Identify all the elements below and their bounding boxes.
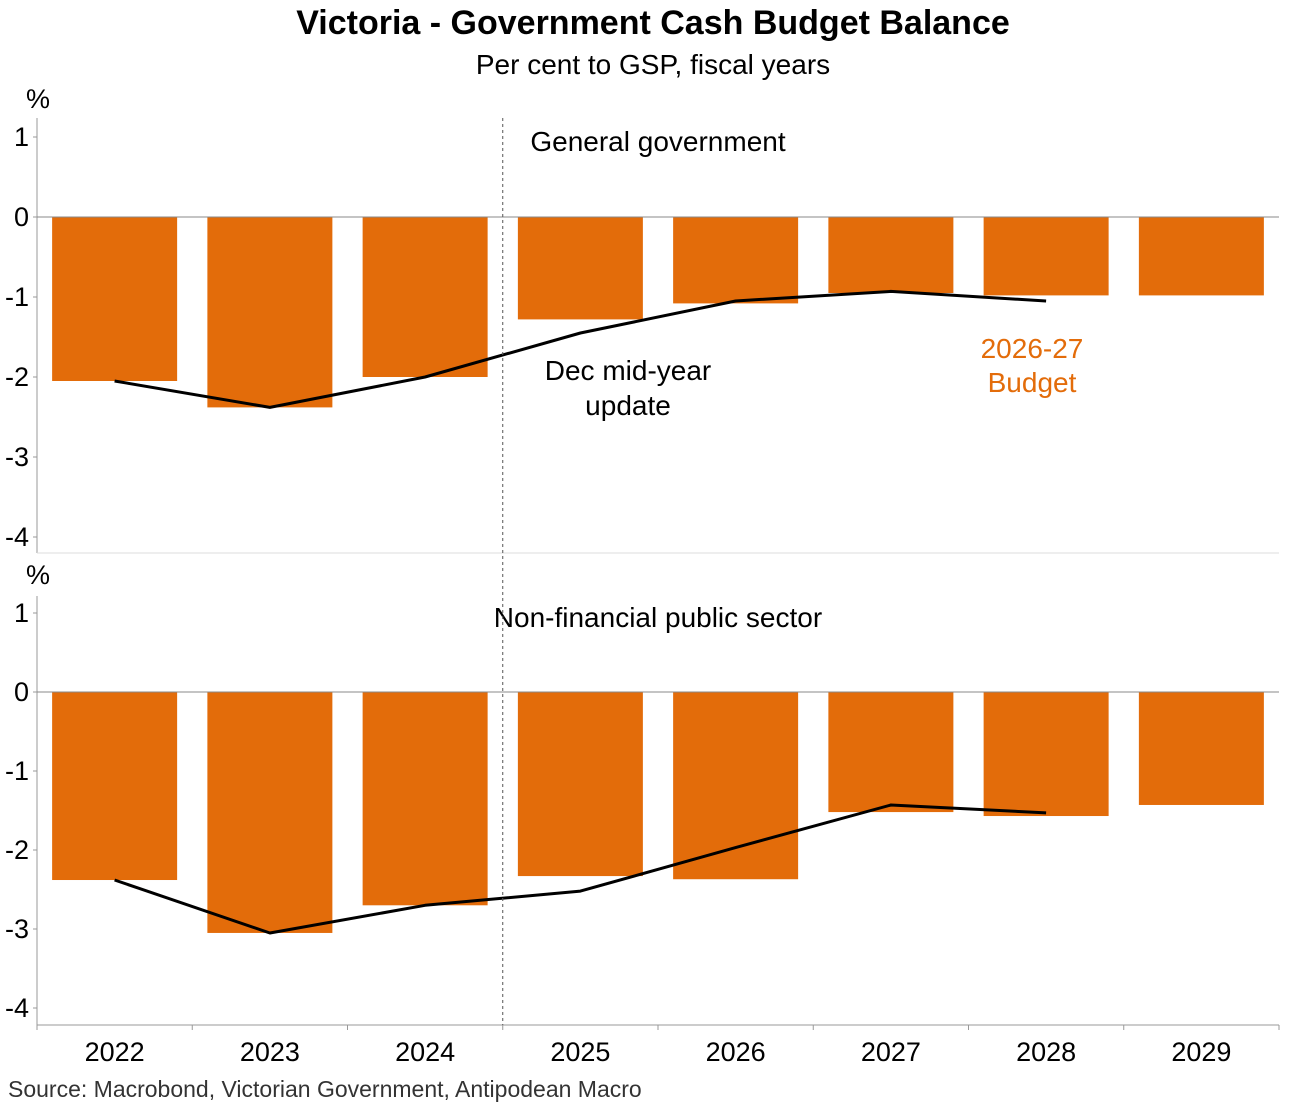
y-unit-label: %	[26, 84, 50, 114]
bar-2029	[1138, 217, 1264, 296]
y-tick-label: 1	[14, 598, 29, 628]
bar-2022	[52, 217, 178, 381]
y-tick-label: -1	[5, 282, 29, 312]
bar-2027	[828, 692, 954, 813]
y-tick-label: 1	[14, 122, 29, 152]
panel-general-government: % 1 0 -1 -2 -3 -4 General government	[5, 84, 1279, 554]
x-tick-label: 2022	[85, 1037, 145, 1067]
bar-2023	[207, 217, 333, 408]
bar-annotation-line1: 2026-27	[981, 333, 1084, 364]
line-annotation-line2: update	[585, 390, 671, 421]
bar-2025	[517, 692, 643, 877]
panel-label: General government	[530, 126, 785, 157]
x-tick-label: 2026	[706, 1037, 766, 1067]
bar-2024	[362, 692, 488, 906]
x-tick-label: 2027	[861, 1037, 921, 1067]
y-tick-label: 0	[14, 202, 29, 232]
y-tick-label: 0	[14, 677, 29, 707]
bar-2026	[673, 692, 799, 880]
x-tick-label: 2023	[240, 1037, 300, 1067]
y-tick-label: -1	[5, 756, 29, 786]
panel-non-financial-public-sector: % 1 0 -1 -2 -3 -4 Non-financial public sector	[5, 560, 1279, 1025]
bar-2022	[52, 692, 178, 881]
x-tick-label: 2024	[395, 1037, 455, 1067]
bar-2025	[517, 217, 643, 320]
x-axis: 2022 2023 2024 2025 2026 2027 2028 2029	[36, 1024, 1280, 1067]
x-tick-label: 2029	[1171, 1037, 1231, 1067]
y-tick-label: -4	[5, 522, 29, 552]
y-tick-label: -2	[5, 835, 29, 865]
bar-2024	[362, 217, 488, 377]
y-tick-label: -4	[5, 993, 29, 1023]
mid-year-update-line	[114, 289, 1047, 409]
panel-label: Non-financial public sector	[494, 602, 822, 633]
mid-year-update-line	[114, 803, 1047, 935]
bar-2028	[983, 692, 1109, 817]
bar-2027	[828, 217, 954, 293]
chart-title: Victoria - Government Cash Budget Balanc…	[296, 4, 1010, 42]
bar-2023	[207, 692, 333, 933]
x-tick-label: 2028	[1016, 1037, 1076, 1067]
chart-subtitle: Per cent to GSP, fiscal years	[476, 49, 830, 80]
y-tick-label: -3	[5, 914, 29, 944]
line-annotation-line1: Dec mid-year	[545, 355, 711, 386]
source-note: Source: Macrobond, Victorian Government,…	[8, 1076, 642, 1102]
bar-2026	[673, 217, 799, 304]
y-tick-label: -2	[5, 362, 29, 392]
bar-2029	[1138, 692, 1264, 805]
bar-annotation-line2: Budget	[988, 367, 1077, 398]
bar-2028	[983, 217, 1109, 296]
y-tick-label: -3	[5, 442, 29, 472]
y-unit-label: %	[26, 560, 50, 590]
x-tick-label: 2025	[550, 1037, 610, 1067]
